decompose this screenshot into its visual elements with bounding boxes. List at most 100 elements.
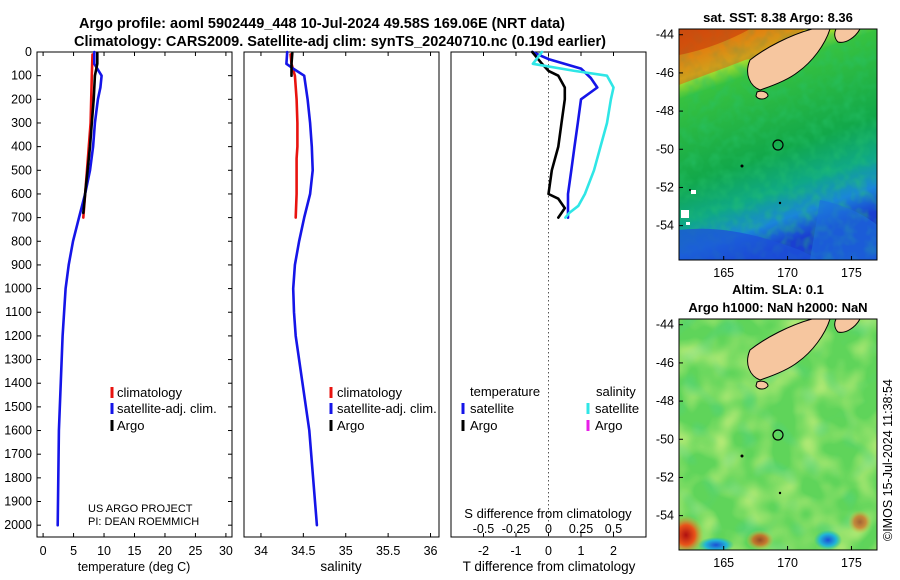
sst-map-axes: 165 170 175 -44 -46 -48 -50 -52 -54: [656, 28, 862, 280]
x-tick-label: 0: [545, 544, 552, 558]
x-tick-label: 35.5: [376, 544, 400, 558]
lon-tick-label: 175: [841, 266, 862, 280]
depth-tick-label: 600: [11, 187, 32, 201]
depth-tick-label: 1300: [4, 353, 32, 367]
salinity-series: [285, 50, 319, 527]
lat-tick-label: -54: [656, 219, 674, 233]
s-difference-axis: -0.5 -0.25 0 0.25 0.5: [473, 522, 623, 536]
s-diff-tick-label: -0.25: [502, 522, 531, 536]
depth-tick-label: 2000: [4, 518, 32, 532]
depth-tick-label: 200: [11, 92, 32, 106]
depth-tick-label: 300: [11, 116, 32, 130]
x-tick-label: 25: [188, 544, 202, 558]
x-tick-label: 5: [70, 544, 77, 558]
diff-x2label: S difference from climatology: [464, 506, 632, 521]
x-tick-label: 35: [339, 544, 353, 558]
diff-legend-temp-title: temperature: [470, 384, 540, 399]
x-tick-label: 1: [578, 544, 585, 558]
depth-tick-label: 0: [25, 45, 32, 59]
t-difference-axis: -2 -1 0 1 2: [478, 52, 617, 558]
diff-legend-t-satellite: satellite: [470, 401, 514, 416]
depth-tick-label: 1700: [4, 447, 32, 461]
lon-tick-label: 170: [777, 266, 798, 280]
diff-legend-s-satellite: satellite: [595, 401, 639, 416]
s-diff-tick-label: -0.5: [473, 522, 495, 536]
s-diff-tick-label: 0: [545, 522, 552, 536]
lat-tick-label: -50: [656, 142, 674, 156]
temperature-legend: climatology satellite-adj. clim. Argo: [110, 385, 217, 433]
salinity-axis: 34 34.5 35 35.5 36: [254, 52, 438, 558]
salinity-xlabel: salinity: [320, 559, 362, 574]
difference-legend: temperature salinity satellite Argo sate…: [461, 384, 639, 433]
lat-tick-label: -48: [656, 104, 674, 118]
s-diff-tick-label: 0.25: [569, 522, 593, 536]
diff-legend-sal-title: salinity: [596, 384, 636, 399]
depth-tick-label: 900: [11, 258, 32, 272]
x-tick-label: 10: [97, 544, 111, 558]
credit-line1: US ARGO PROJECT: [88, 503, 193, 515]
figure-title-line2: Climatology: CARS2009. Satellite-adj cli…: [74, 34, 606, 50]
x-tick-label: -2: [478, 544, 489, 558]
series-line-argo: [290, 51, 294, 77]
sla-map: Altim. SLA: 0.1 Argo h1000: NaN h2000: N…: [656, 282, 878, 570]
temperature-panel: 0100200300400500600700800900100011001200…: [4, 45, 646, 574]
s-diff-tick-label: 0.5: [605, 522, 622, 536]
lat-tick-label: -54: [656, 509, 674, 523]
lat-tick-label: -44: [656, 318, 674, 332]
sst-map: sat. SST: 8.38 Argo: 8.36 165 170 175 -44 -4…: [656, 10, 878, 280]
lat-tick-label: -52: [656, 180, 674, 194]
x-tick-label: 30: [219, 544, 233, 558]
salinity-legend: climatology satellite-adj. clim. Argo: [329, 385, 437, 433]
sla-map-title: Altim. SLA: 0.1: [732, 282, 824, 297]
sal-legend-climatology: climatology: [337, 385, 403, 400]
x-tick-label: 20: [158, 544, 172, 558]
depth-tick-label: 100: [11, 69, 32, 83]
series-line-argo: [82, 51, 99, 215]
lat-tick-label: -50: [656, 432, 674, 446]
depth-tick-label: 500: [11, 163, 32, 177]
depth-tick-label: 1400: [4, 376, 32, 390]
lat-tick-label: -52: [656, 470, 674, 484]
salinity-panel: 34 34.5 35 35.5 36 salinity climatology sate…: [243, 50, 440, 574]
figure-title-line1: Argo profile: aoml 5902449_448 10-Jul-20…: [79, 16, 565, 32]
depth-tick-label: 1200: [4, 329, 32, 343]
depth-tick-label: 800: [11, 234, 32, 248]
depth-tick-label: 1100: [5, 305, 32, 319]
lon-tick-label: 165: [713, 556, 734, 570]
series-line-t-argo: [530, 50, 567, 219]
x-tick-label: 15: [128, 544, 142, 558]
depth-tick-label: 1500: [4, 400, 32, 414]
depth-tick-label: 1000: [4, 282, 32, 296]
depth-tick-label: 700: [11, 211, 32, 225]
sal-legend-satellite: satellite-adj. clim.: [337, 401, 437, 416]
x-tick-label: -1: [510, 544, 521, 558]
depth-tick-label: 400: [11, 140, 32, 154]
lat-tick-label: -46: [656, 66, 674, 80]
diff-xlabel: T difference from climatology: [463, 559, 636, 574]
difference-panel: -2 -1 0 1 2 T difference from climatology S …: [450, 50, 647, 574]
temp-legend-argo: Argo: [117, 418, 144, 433]
series-line-s-satellite: [531, 50, 615, 219]
diff-legend-s-argo: Argo: [595, 418, 622, 433]
temperature-axis: 0 5 10 15 20 25 30: [40, 52, 233, 558]
lat-tick-label: -48: [656, 394, 674, 408]
x-tick-label: 0: [40, 544, 47, 558]
credit-line2: PI: DEAN ROEMMICH: [88, 516, 199, 528]
sla-map-subtitle: Argo h1000: NaN h2000: NaN: [688, 300, 867, 315]
sla-argo-marker: [772, 429, 784, 441]
x-tick-label: 36: [424, 544, 438, 558]
x-tick-label: 34.5: [291, 544, 315, 558]
lon-tick-label: 165: [713, 266, 734, 280]
temp-legend-climatology: climatology: [117, 385, 183, 400]
temperature-xlabel: temperature (deg C): [78, 560, 191, 574]
series-line-satellite-adj-clim-: [285, 50, 319, 527]
sst-map-title: sat. SST: 8.38 Argo: 8.36: [703, 10, 853, 25]
x-tick-label: 2: [610, 544, 617, 558]
lon-tick-label: 175: [841, 556, 862, 570]
sst-argo-marker: [772, 139, 784, 151]
lat-tick-label: -44: [656, 28, 674, 42]
temperature-series: [56, 50, 103, 527]
temp-legend-satellite: satellite-adj. clim.: [117, 401, 217, 416]
difference-series: [530, 50, 615, 537]
